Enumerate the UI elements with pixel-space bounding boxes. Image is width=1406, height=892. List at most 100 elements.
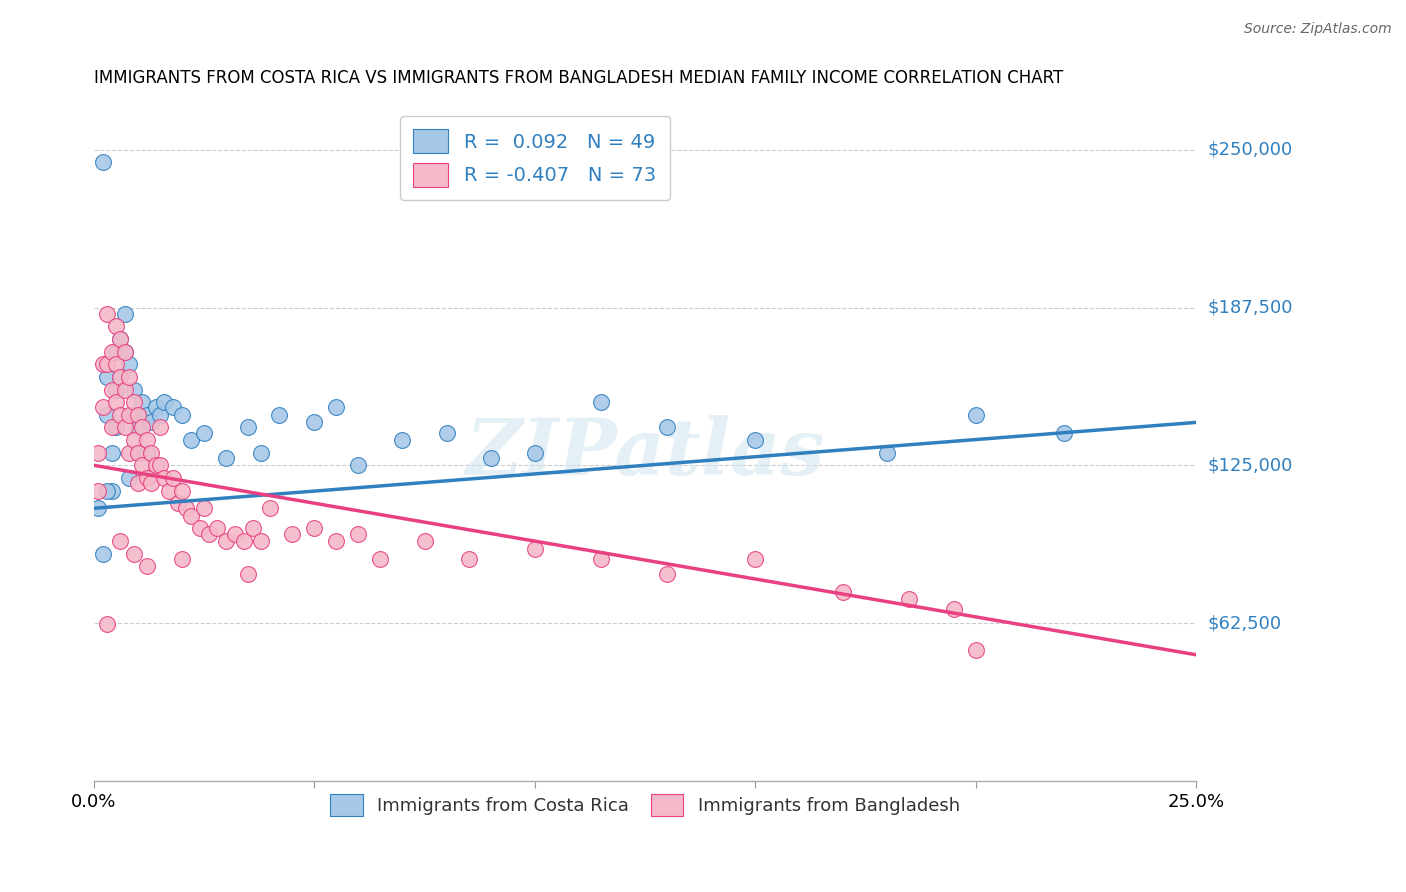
Text: Source: ZipAtlas.com: Source: ZipAtlas.com: [1244, 22, 1392, 37]
Point: [523, 446, 546, 460]
Point: [91, 155, 114, 169]
Point: [523, 541, 546, 556]
Point: [110, 370, 132, 384]
Point: [180, 433, 202, 447]
Point: [104, 344, 127, 359]
Point: [96, 370, 118, 384]
Point: [250, 534, 273, 549]
Point: [96, 357, 118, 371]
Point: [131, 395, 153, 409]
Point: [655, 566, 678, 581]
Point: [131, 458, 153, 473]
Point: [91, 401, 114, 415]
Point: [110, 332, 132, 346]
Point: [162, 471, 184, 485]
Point: [193, 501, 215, 516]
Point: [96, 617, 118, 632]
Point: [207, 521, 229, 535]
Point: [215, 534, 238, 549]
Point: [100, 383, 122, 397]
Point: [131, 420, 153, 434]
Point: [153, 395, 176, 409]
Point: [744, 433, 766, 447]
Point: [347, 458, 370, 473]
Text: $187,500: $187,500: [1208, 299, 1292, 317]
Point: [965, 408, 987, 422]
Point: [118, 471, 141, 485]
Point: [110, 408, 132, 422]
Point: [122, 547, 145, 561]
Point: [145, 401, 167, 415]
Point: [744, 551, 766, 566]
Point: [114, 420, 136, 434]
Point: [238, 420, 260, 434]
Point: [104, 420, 127, 434]
Point: [589, 551, 612, 566]
Text: $250,000: $250,000: [1208, 141, 1292, 159]
Point: [104, 319, 127, 334]
Point: [832, 584, 855, 599]
Point: [325, 534, 347, 549]
Text: $125,000: $125,000: [1208, 457, 1292, 475]
Point: [267, 408, 290, 422]
Point: [100, 483, 122, 498]
Point: [157, 483, 180, 498]
Point: [347, 526, 370, 541]
Point: [135, 433, 157, 447]
Point: [135, 446, 157, 460]
Point: [87, 483, 110, 498]
Text: IMMIGRANTS FROM COSTA RICA VS IMMIGRANTS FROM BANGLADESH MEDIAN FAMILY INCOME CO: IMMIGRANTS FROM COSTA RICA VS IMMIGRANTS…: [94, 69, 1063, 87]
Point: [188, 521, 211, 535]
Point: [232, 534, 254, 549]
Point: [281, 526, 304, 541]
Point: [162, 401, 184, 415]
Point: [118, 357, 141, 371]
Point: [135, 471, 157, 485]
Point: [135, 408, 157, 422]
Point: [118, 446, 141, 460]
Point: [104, 395, 127, 409]
Point: [180, 508, 202, 523]
Point: [172, 551, 194, 566]
Point: [122, 433, 145, 447]
Point: [250, 446, 273, 460]
Point: [118, 408, 141, 422]
Text: $62,500: $62,500: [1208, 615, 1281, 632]
Point: [100, 446, 122, 460]
Point: [391, 433, 413, 447]
Point: [197, 526, 219, 541]
Point: [304, 521, 326, 535]
Point: [91, 357, 114, 371]
Point: [898, 592, 921, 607]
Point: [100, 344, 122, 359]
Point: [304, 416, 326, 430]
Point: [942, 602, 965, 616]
Point: [110, 534, 132, 549]
Point: [114, 344, 136, 359]
Point: [100, 420, 122, 434]
Point: [141, 416, 163, 430]
Point: [1053, 425, 1076, 440]
Point: [166, 496, 188, 510]
Point: [96, 408, 118, 422]
Point: [110, 332, 132, 346]
Point: [127, 476, 149, 491]
Legend: Immigrants from Costa Rica, Immigrants from Bangladesh: Immigrants from Costa Rica, Immigrants f…: [323, 787, 967, 823]
Point: [122, 408, 145, 422]
Point: [479, 450, 502, 465]
Point: [172, 408, 194, 422]
Point: [141, 476, 163, 491]
Point: [876, 446, 898, 460]
Text: ZIPatlas: ZIPatlas: [465, 416, 825, 492]
Point: [149, 408, 172, 422]
Point: [96, 483, 118, 498]
Point: [172, 483, 194, 498]
Point: [127, 446, 149, 460]
Point: [413, 534, 436, 549]
Point: [127, 446, 149, 460]
Point: [149, 420, 172, 434]
Point: [325, 401, 347, 415]
Point: [114, 383, 136, 397]
Point: [193, 425, 215, 440]
Point: [91, 547, 114, 561]
